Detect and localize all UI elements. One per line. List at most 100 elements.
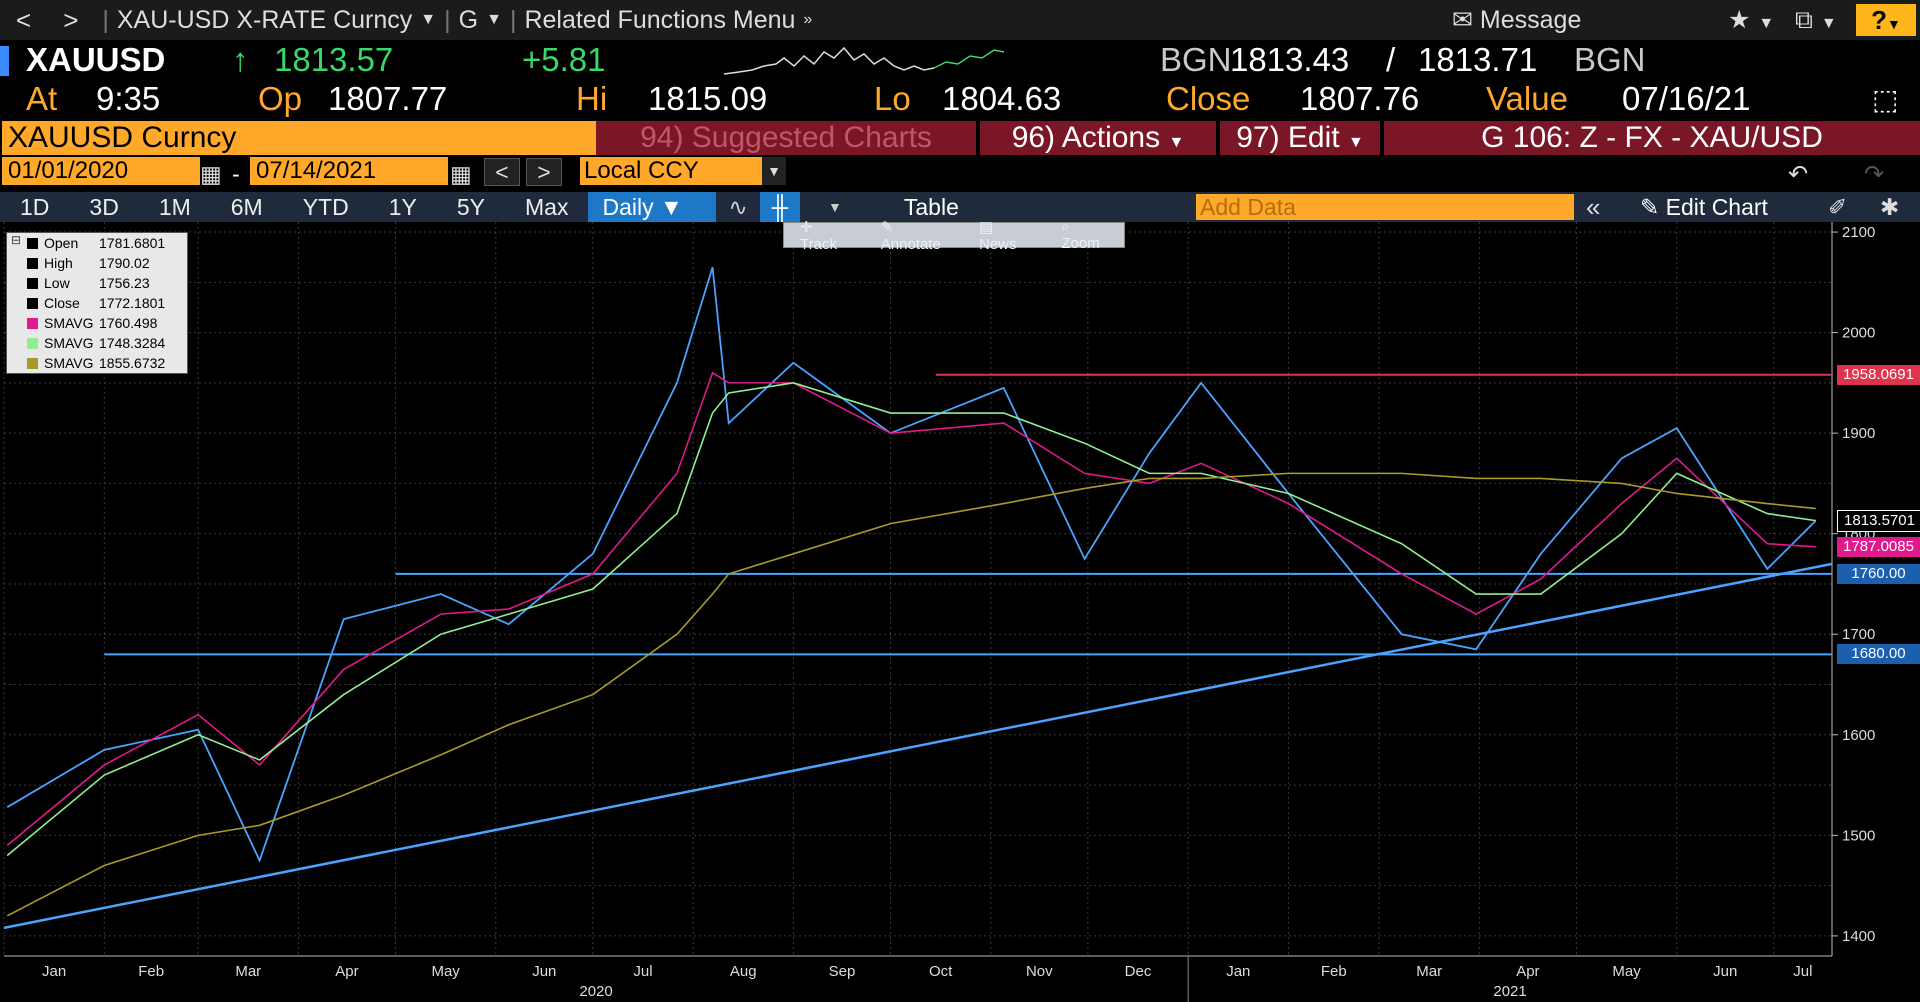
period-1d[interactable]: 1D [20,193,50,220]
edit-menu[interactable]: 97) Edit ▼ [1220,121,1380,155]
currency-selector[interactable]: Local CCY [580,157,764,185]
chevron-down-icon: ▼ [659,194,683,220]
start-date-field[interactable]: 01/01/2020 [2,157,200,185]
table-button[interactable]: Table [903,193,959,220]
actions-menu[interactable]: 96) Actions ▼ [980,121,1216,155]
message-label: Message [1479,6,1582,34]
related-functions-menu[interactable]: Related Functions Menu [524,5,796,34]
legend-value: 1772.1801 [99,295,166,311]
calendar-icon[interactable]: ▦ [200,160,222,187]
favorites-button[interactable]: ★ ▼ [1728,5,1774,35]
period-5y[interactable]: 5Y [456,193,485,220]
news-icon: ▤ [978,218,994,236]
x-tick-label: May [1612,963,1641,980]
security-field[interactable]: XAUUSD Curncy [2,121,598,155]
gear-icon[interactable]: ✱ [1880,193,1900,220]
track-tool[interactable]: ✛ Track [784,218,865,253]
legend-value: 1756.23 [99,275,150,291]
end-date-value: 07/14/2021 [256,157,377,184]
message-button[interactable]: ✉ Message [1452,5,1581,35]
period-6m[interactable]: 6M [230,193,263,220]
frequency-value: Daily [602,194,654,220]
add-data-placeholder: Add Data [1200,194,1296,220]
candlestick-icon[interactable]: ╫ [759,192,801,222]
legend-item[interactable]: SMAVG 1855.6732 [7,353,187,373]
chevron-down-icon: ▼ [1758,15,1775,32]
axis-price-tag: 1760.00 [1837,563,1920,584]
magnifier-icon: ⌕ [1061,218,1070,235]
annotate-label: Annotate [880,235,941,253]
add-data-input[interactable]: Add Data [1196,194,1574,220]
period-ytd[interactable]: YTD [302,193,349,220]
chevron-down-icon[interactable]: ▼ [828,199,842,215]
title-bar: < > | XAU-USD X-RATE Curncy ▼ | G ▼ | Rela… [0,0,1920,40]
period-3d[interactable]: 3D [89,193,119,220]
up-arrow-icon: ↑ [232,41,249,78]
suggested-charts-button[interactable]: 94) Suggested Charts [596,121,976,155]
chevron-down-icon[interactable]: ▼ [420,11,437,28]
legend-name: SMAVG [44,355,94,371]
x-tick-label: Jan [1226,963,1250,980]
chart-toolbar: 1D 3D 1M 6M YTD 1Y 5Y Max Daily ▼ ∿ ╫ ▼ Table A… [0,192,1920,222]
x-tick-label: Apr [335,963,358,980]
legend-item[interactable]: Close 1772.1801 [7,293,187,313]
menu-bar: XAUUSD Curncy 94) Suggested Charts 96) A… [0,120,1920,156]
window-button[interactable]: ⧉ ▼ [1795,6,1837,35]
legend-item[interactable]: High 1790.02 [7,253,187,273]
quote-line: XAUUSD ↑ 1813.57 +5.81 BGN 1813.43 / 181… [0,40,1920,80]
back-button[interactable]: < [16,4,32,35]
help-button[interactable]: ?▼ [1856,4,1916,36]
period-buttons: 1D 3D 1M 6M YTD 1Y 5Y Max [0,194,588,221]
function-selector[interactable]: G [458,5,479,34]
undo-icon[interactable]: ↶ [1788,160,1809,188]
zoom-tool[interactable]: ⌕ Zoom [1045,218,1124,252]
divider: | [102,5,109,34]
legend-item[interactable]: SMAVG 1748.3284 [7,333,187,353]
chevron-down-icon: ▼ [1168,134,1185,151]
redo-icon[interactable]: ↷ [1864,160,1885,188]
bid-ask-separator: / [1386,41,1396,78]
actions-label: 96) Actions [1011,121,1161,154]
chevron-down-icon[interactable]: ▼ [486,11,502,28]
legend-item[interactable]: ⊟ Open 1781.6801 [7,233,187,253]
frequency-selector[interactable]: Daily ▼ [588,192,717,222]
period-1m[interactable]: 1M [158,193,191,220]
next-period-button[interactable]: > [526,158,562,186]
edit-layout-icon[interactable]: ✐ [1828,193,1848,220]
legend-item[interactable]: Low 1756.23 [7,273,187,293]
legend-swatch [27,237,38,249]
security-field-label: XAUUSD Curncy [8,121,237,154]
open-value: 1807.77 [328,80,448,117]
period-1y[interactable]: 1Y [388,193,417,220]
chart-id-label: G 106: Z - FX - XAU/USD [1481,121,1823,154]
x-tick-label: Mar [235,963,261,980]
edit-chart-button[interactable]: ✎ Edit Chart [1640,194,1768,221]
calendar-icon[interactable]: ▦ [450,160,472,187]
quote-time: 9:35 [96,80,161,117]
double-chevron-down-icon[interactable]: » [803,11,813,28]
pencil-icon: ✎ [1640,193,1660,220]
screenshot-icon[interactable]: ⬚ [1872,83,1899,115]
annotate-tool[interactable]: ✎ Annotate [865,218,963,253]
axis-price-tag: 1680.00 [1837,644,1920,665]
collapse-icon[interactable]: ⊟ [11,233,22,247]
forward-button[interactable]: > [63,4,79,35]
y-tick-label: 1500 [1842,827,1875,844]
divider: | [444,5,451,34]
security-selector[interactable]: XAU-USD X-RATE Curncy [116,5,413,34]
previous-period-button[interactable]: < [484,158,520,186]
news-tool[interactable]: ▤ News [963,218,1045,253]
chevron-down-icon[interactable]: ▼ [762,157,786,185]
legend-item[interactable]: SMAVG 1760.498 [7,313,187,333]
x-tick-label: Aug [730,963,757,980]
ticker: XAUUSD [26,41,166,78]
line-chart-icon[interactable]: ∿ [728,193,748,220]
envelope-icon: ✉ [1452,6,1473,34]
bid-price: 1813.43 [1230,41,1350,78]
end-date-field[interactable]: 07/14/2021 [250,157,448,185]
legend-name: SMAVG [44,335,94,351]
collapse-icon[interactable]: « [1586,191,1601,222]
period-max[interactable]: Max [525,193,569,220]
year-label: 2021 [1493,983,1526,1000]
